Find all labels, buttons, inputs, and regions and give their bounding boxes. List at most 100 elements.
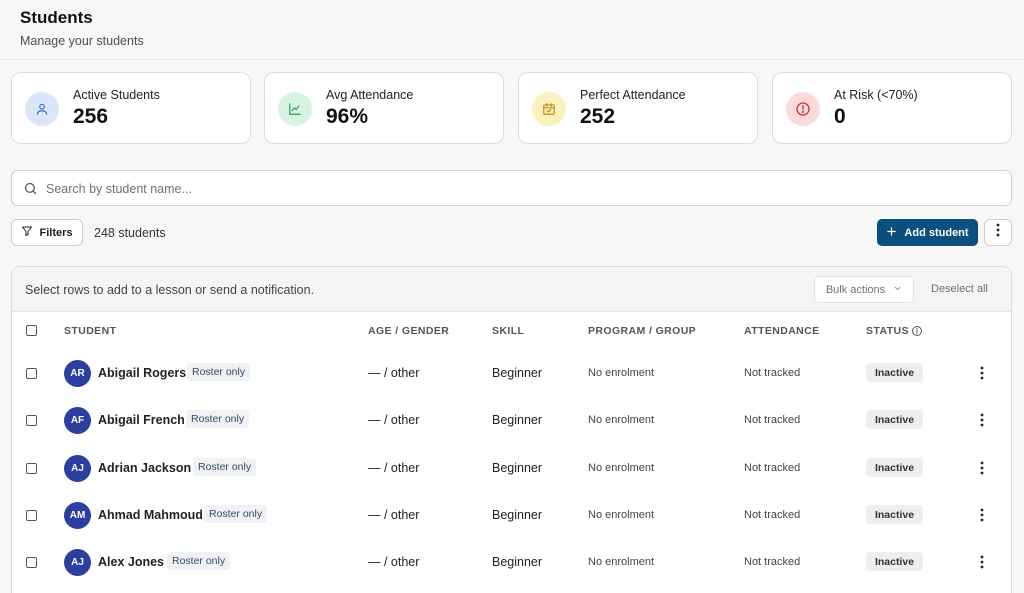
attendance-cell: Not tracked (744, 509, 801, 521)
students-table: Select rows to add to a lesson or send a… (11, 266, 1012, 593)
table-row[interactable]: AR Abigail Rogers Roster only — / other … (12, 350, 1011, 397)
row-menu-icon[interactable] (974, 507, 990, 523)
search-box (11, 170, 1012, 206)
filters-button[interactable]: Filters (11, 219, 83, 246)
avatar: AR (64, 360, 91, 387)
column-header-age-gender[interactable]: Age / Gender (368, 325, 450, 337)
row-checkbox[interactable] (26, 368, 37, 379)
calendar-check-icon (532, 92, 566, 126)
stat-card-at-risk: At Risk (<70%) 0 (772, 72, 1012, 144)
row-checkbox[interactable] (26, 463, 37, 474)
roster-badge: Roster only (167, 552, 231, 570)
program-cell: No enrolment (588, 367, 655, 379)
student-name[interactable]: Ahmad Mahmoud (98, 508, 203, 522)
alert-circle-icon (786, 92, 820, 126)
program-cell: No enrolment (588, 462, 655, 474)
row-menu-icon[interactable] (974, 412, 990, 428)
info-icon[interactable] (911, 324, 923, 342)
attendance-cell: Not tracked (744, 462, 801, 474)
student-name[interactable]: Abigail Rogers (98, 366, 187, 380)
page-header: Students Manage your students (0, 0, 1024, 60)
avatar: AF (64, 407, 91, 434)
skill-cell: Beginner (492, 461, 543, 475)
student-name[interactable]: Abigail French (98, 413, 185, 427)
more-vertical-icon (996, 223, 1000, 242)
stat-value: 256 (73, 105, 109, 128)
stat-value: 96% (326, 105, 369, 128)
page-subtitle: Manage your students (20, 34, 144, 48)
skill-cell: Beginner (492, 413, 543, 427)
row-checkbox[interactable] (26, 415, 37, 426)
select-all-checkbox[interactable] (26, 325, 37, 336)
roster-badge: Roster only (187, 363, 251, 381)
row-menu-icon[interactable] (974, 365, 990, 381)
skill-cell: Beginner (492, 508, 543, 522)
column-header-status[interactable]: Status (866, 325, 909, 337)
skill-cell: Beginner (492, 555, 543, 569)
student-name[interactable]: Adrian Jackson (98, 461, 192, 475)
status-badge: Inactive (866, 410, 923, 429)
age-gender-cell: — / other (368, 461, 420, 475)
stat-card-perfect-attendance: Perfect Attendance 252 (518, 72, 758, 144)
avatar: AJ (64, 549, 91, 576)
filter-icon (21, 225, 33, 240)
table-row[interactable]: AM Ahmad Mahmoud Roster only — / other B… (12, 492, 1011, 539)
search-input[interactable] (46, 179, 986, 199)
bulk-actions-dropdown[interactable]: Bulk actions (814, 276, 914, 303)
table-row[interactable]: AF Abigail French Roster only — / other … (12, 397, 1011, 444)
stat-label: At Risk (<70%) (834, 88, 918, 102)
column-header-skill[interactable]: Skill (492, 325, 525, 337)
program-cell: No enrolment (588, 414, 655, 426)
status-badge: Inactive (866, 458, 923, 477)
stat-card-avg-attendance: Avg Attendance 96% (264, 72, 504, 144)
table-row[interactable]: AJ Adrian Jackson Roster only — / other … (12, 445, 1011, 492)
student-name[interactable]: Alex Jones (98, 555, 165, 569)
selection-bar: Select rows to add to a lesson or send a… (12, 267, 1011, 312)
student-count: 248 students (94, 226, 166, 240)
row-checkbox[interactable] (26, 557, 37, 568)
avatar: AM (64, 502, 91, 529)
plus-icon (886, 226, 897, 240)
column-header-program-group[interactable]: Program / Group (588, 325, 697, 337)
roster-badge: Roster only (186, 410, 250, 428)
status-badge: Inactive (866, 363, 923, 382)
filters-label: Filters (39, 226, 73, 239)
stat-label: Perfect Attendance (580, 88, 686, 102)
avatar: AJ (64, 455, 91, 482)
skill-cell: Beginner (492, 366, 543, 380)
deselect-all-button[interactable]: Deselect all (931, 283, 988, 295)
user-icon (25, 92, 59, 126)
attendance-cell: Not tracked (744, 367, 801, 379)
roster-badge: Roster only (193, 458, 257, 476)
stat-value: 0 (834, 105, 846, 128)
program-cell: No enrolment (588, 509, 655, 521)
stat-label: Avg Attendance (326, 88, 414, 102)
status-badge: Inactive (866, 505, 923, 524)
page-title: Students (20, 8, 93, 27)
chart-line-icon (278, 92, 312, 126)
column-header-student[interactable]: Student (64, 325, 117, 337)
age-gender-cell: — / other (368, 366, 420, 380)
age-gender-cell: — / other (368, 555, 420, 569)
row-menu-icon[interactable] (974, 554, 990, 570)
chevron-down-icon (893, 284, 902, 296)
bulk-actions-label: Bulk actions (825, 283, 886, 296)
age-gender-cell: — / other (368, 508, 420, 522)
age-gender-cell: — / other (368, 413, 420, 427)
stat-label: Active Students (73, 88, 160, 102)
add-student-button[interactable]: Add student (877, 219, 978, 246)
attendance-cell: Not tracked (744, 556, 801, 568)
table-row[interactable]: AJ Alex Jones Roster only — / other Begi… (12, 539, 1011, 586)
stat-value: 252 (580, 105, 616, 128)
row-menu-icon[interactable] (974, 460, 990, 476)
stat-card-active-students: Active Students 256 (11, 72, 251, 144)
more-options-button[interactable] (984, 219, 1012, 246)
add-student-label: Add student (904, 226, 969, 239)
attendance-cell: Not tracked (744, 414, 801, 426)
row-checkbox[interactable] (26, 510, 37, 521)
selection-hint: Select rows to add to a lesson or send a… (25, 283, 315, 297)
roster-badge: Roster only (204, 505, 268, 523)
column-header-attendance[interactable]: Attendance (744, 325, 820, 337)
status-badge: Inactive (866, 552, 923, 571)
program-cell: No enrolment (588, 556, 655, 568)
